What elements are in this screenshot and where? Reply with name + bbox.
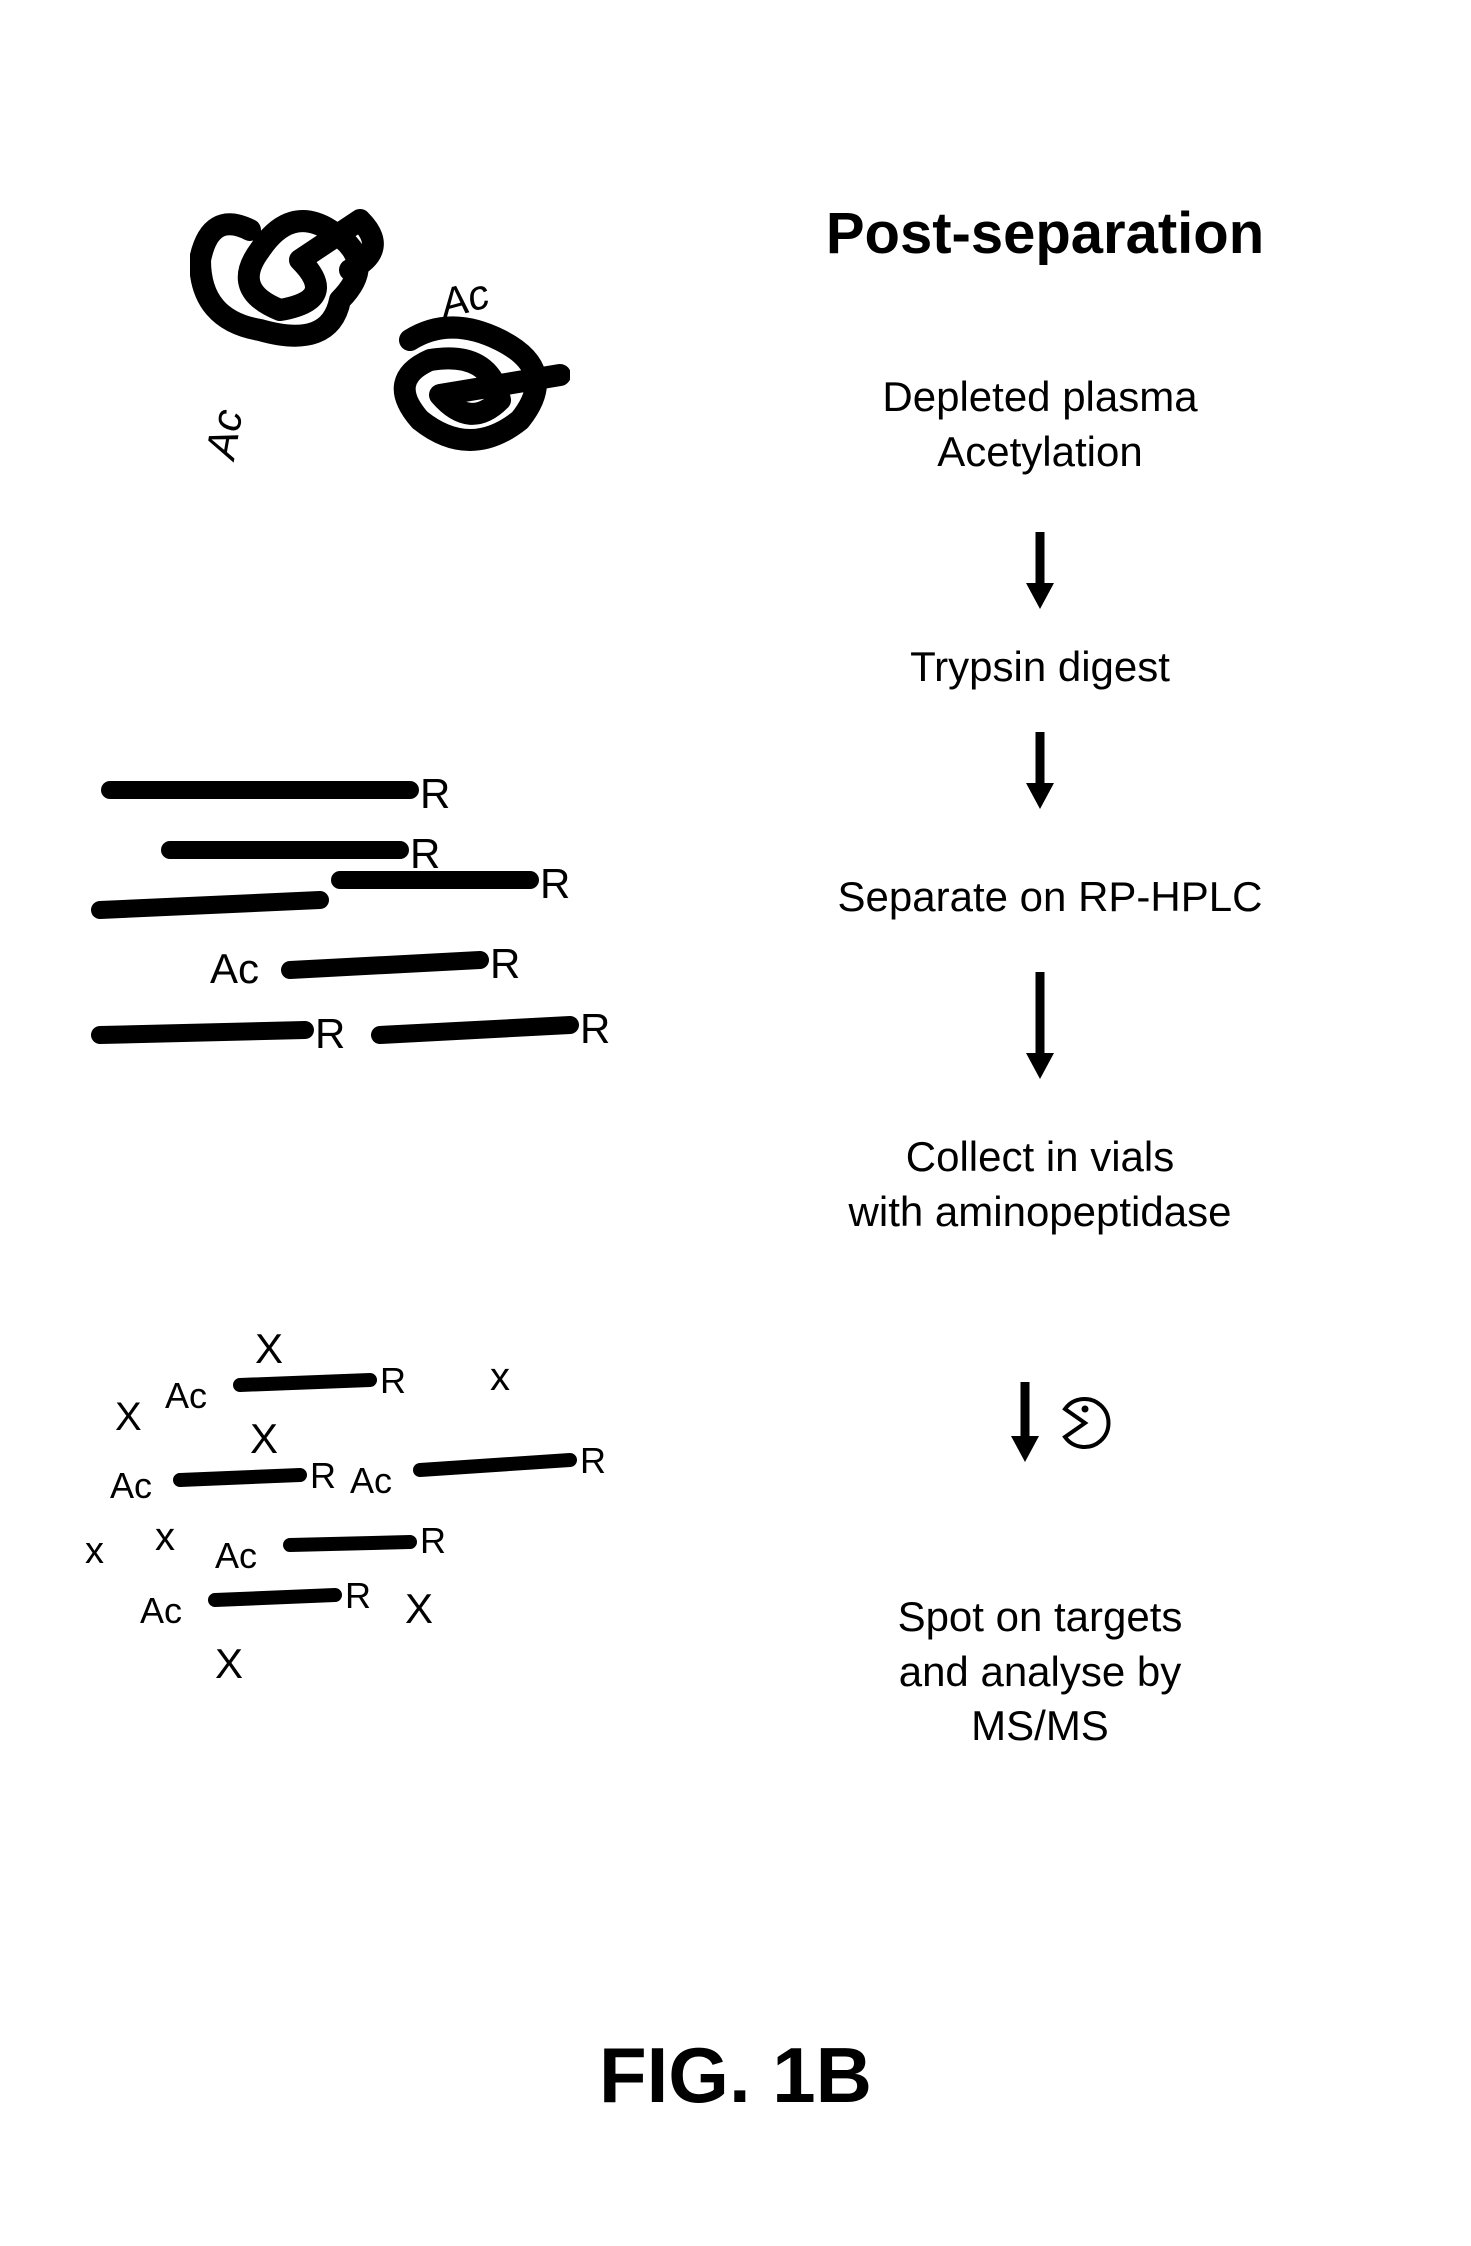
peptide-bot-3 <box>420 1460 570 1470</box>
x-label-8: X <box>215 1640 243 1688</box>
r-label-mid-1: R <box>420 770 450 818</box>
pacman-icon <box>1055 1393 1115 1453</box>
ac-label-mid-5: Ac <box>210 945 259 993</box>
arrow-3 <box>1020 970 1060 1083</box>
peptide-bot-2 <box>180 1475 300 1480</box>
down-arrow-icon <box>1020 730 1060 813</box>
arrow-1 <box>1020 530 1060 613</box>
step-5: Spot on targetsand analyse byMS/MS <box>790 1590 1290 1754</box>
step-4: Collect in vialswith aminopeptidase <box>760 1130 1320 1239</box>
peptide-bot-1 <box>240 1380 370 1385</box>
r-label-mid-2: R <box>410 830 440 878</box>
r-label-bot-4: R <box>420 1520 446 1562</box>
x-label-2: x <box>490 1355 510 1400</box>
arrow-4 <box>1005 1380 1115 1466</box>
r-label-mid-6: R <box>315 1010 345 1058</box>
protein-scribble-1 <box>190 200 390 370</box>
figure-label: FIG. 1B <box>0 2030 1471 2121</box>
r-label-mid-3: R <box>540 860 570 908</box>
step-1: Depleted plasmaAcetylation <box>790 370 1290 479</box>
r-label-bot-3: R <box>580 1440 606 1482</box>
figure-container: Post-separation FIG. 1B Depleted plasmaA… <box>0 0 1471 2246</box>
ac-label-bot-3: Ac <box>350 1460 392 1502</box>
down-arrow-icon <box>1020 530 1060 613</box>
r-label-bot-5: R <box>345 1575 371 1617</box>
ac-label-protein-1: Ac <box>197 406 253 463</box>
r-label-bot-1: R <box>380 1360 406 1402</box>
peptide-bot-4 <box>290 1542 410 1545</box>
r-label-mid-5: R <box>490 940 520 988</box>
ac-label-bot-2: Ac <box>110 1465 152 1507</box>
x-label-4: X <box>250 1415 278 1463</box>
x-label-3: X <box>115 1395 142 1440</box>
x-label-7: X <box>405 1585 433 1633</box>
protein-scribble-2 <box>380 310 570 460</box>
x-label-6: x <box>155 1515 175 1560</box>
down-arrow-icon <box>1020 970 1060 1083</box>
down-arrow-icon <box>1005 1380 1045 1466</box>
ac-label-bot-5: Ac <box>140 1590 182 1632</box>
peptide-bot-5 <box>215 1595 335 1600</box>
r-label-mid-7: R <box>580 1005 610 1053</box>
step-3: Separate on RP-HPLC <box>770 870 1330 925</box>
step-2: Trypsin digest <box>790 640 1290 695</box>
ac-label-bot-4: Ac <box>215 1535 257 1577</box>
arrow-2 <box>1020 730 1060 813</box>
x-label-5: x <box>85 1530 104 1573</box>
r-label-bot-2: R <box>310 1455 336 1497</box>
ac-label-bot-1: Ac <box>165 1375 207 1417</box>
x-label-1: X <box>255 1325 283 1373</box>
